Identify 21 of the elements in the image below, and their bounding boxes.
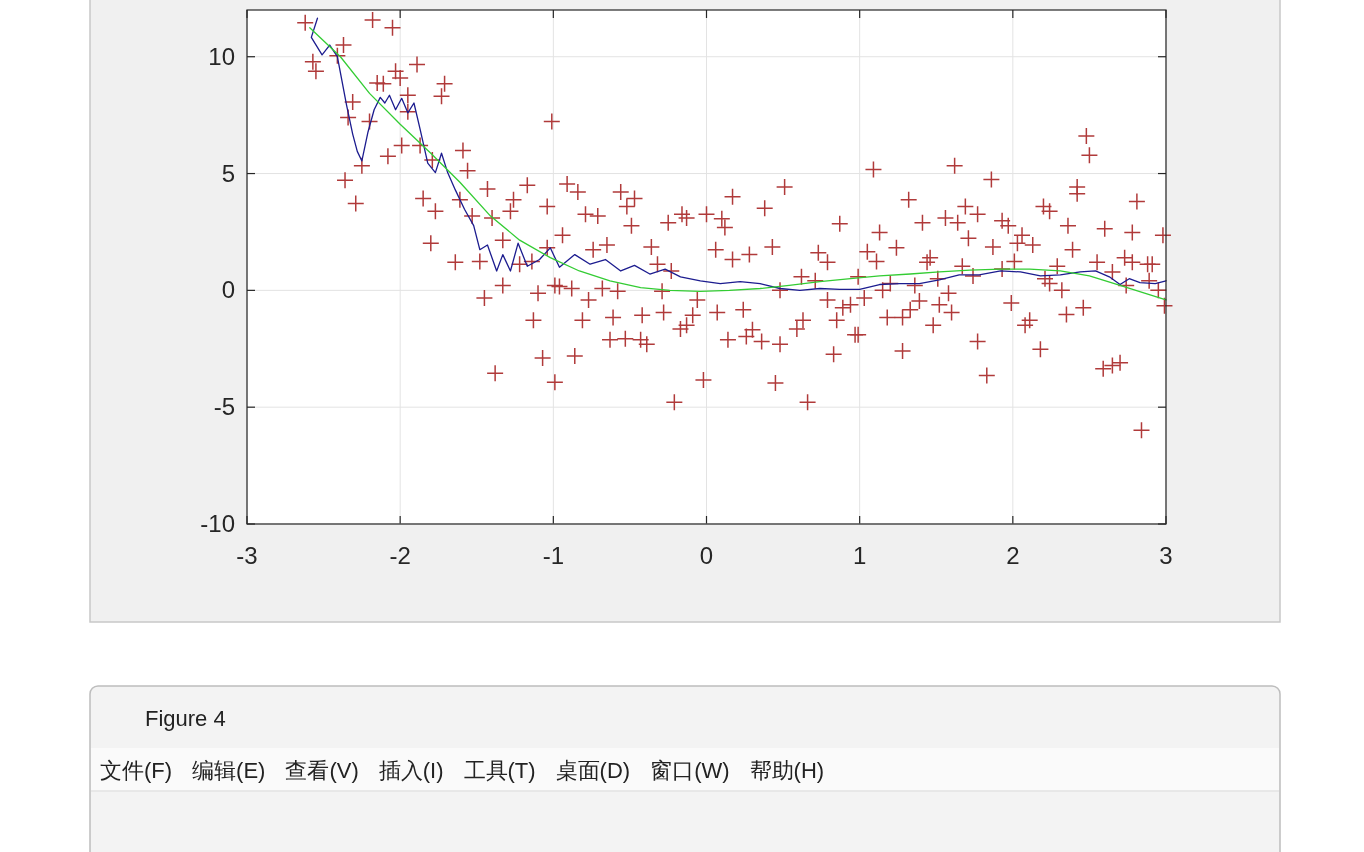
text: 帮助(H) [749,758,825,783]
y-tick-label: -10 [200,510,235,537]
x-tick-label: 0 [699,542,714,569]
x-tick-label: -1 [542,542,565,569]
x-tick-label: -3 [236,542,258,569]
text: 工具(T) [463,758,536,783]
x-tick-label: 1 [852,542,867,569]
caption: Figure 4 [145,706,226,731]
y-tick-label: -5 [213,393,235,421]
x-tick-label: 3 [1159,542,1173,569]
y-tick-label: 10 [208,42,235,70]
x-tick-label: -2 [389,542,411,569]
text: 插入(I) [378,758,444,783]
text: 桌面(D) [555,758,631,783]
text: 查看(V) [285,758,359,783]
y-tick-label: 5 [221,159,235,187]
text: 文件(F) [100,758,173,783]
x-tick-label: 2 [1006,542,1020,569]
y-tick-label: 0 [221,276,235,304]
text: 窗口(W) [650,758,730,783]
text: 编辑(E) [192,758,266,783]
